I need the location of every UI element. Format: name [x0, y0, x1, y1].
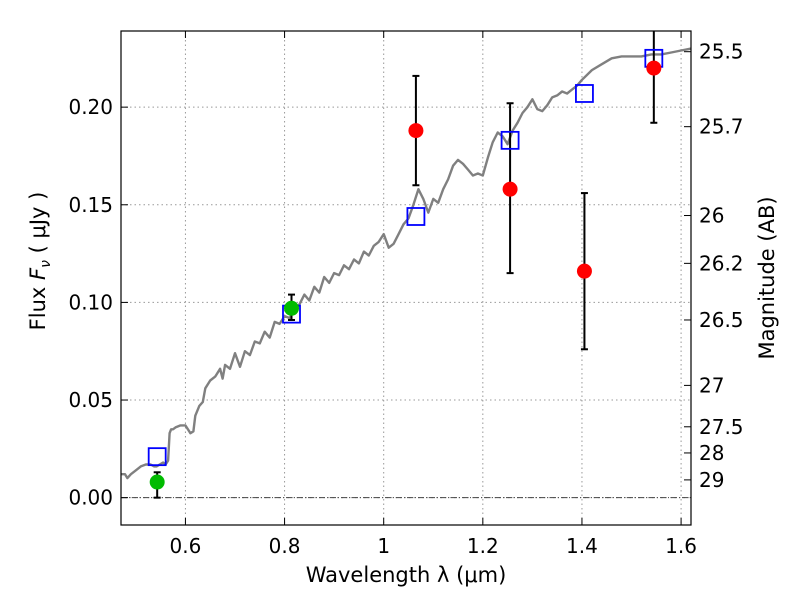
model-photometry-square [575, 84, 594, 103]
y-axis-label: Flux Fν ( μJy ) [26, 192, 54, 331]
plot-frame [120, 30, 692, 526]
x-tick-label: 1.6 [665, 534, 697, 558]
y2-tick-label: 26.5 [699, 308, 744, 332]
x-tick-label: 1 [377, 534, 390, 558]
data-point-layer [149, 60, 662, 490]
y-axis-label-suffix: ( μJy ) [26, 192, 50, 260]
y-tick-label: 0.00 [68, 486, 113, 510]
y-tick-label: 0.15 [68, 193, 113, 217]
y2-tick-label: 26.2 [699, 251, 744, 275]
model-photometry-square [147, 447, 167, 467]
y2-tick-label: 28 [699, 441, 724, 465]
y2-tick-label: 25.7 [699, 115, 744, 139]
model-photometry-square [500, 130, 520, 150]
y-axis-ticks: 0.00 0.05 0.10 0.15 0.20 [68, 95, 128, 510]
sed-model-line [121, 47, 691, 480]
x-tick-label: 1.2 [467, 534, 499, 558]
y2-tick-label: 26 [699, 204, 724, 228]
model-photometry-square [406, 207, 426, 226]
x-axis-label: Wavelength λ (μm) [306, 563, 507, 587]
x-axis-ticks: 0.6 0.8 1 1.2 1.4 1.6 [170, 31, 697, 558]
y-axis-label-symbol: F [26, 267, 50, 280]
y2-tick-label: 27 [699, 373, 724, 397]
low-sn-detection-point [284, 300, 300, 316]
y2-tick-label: 25.5 [699, 40, 744, 64]
y-axis-label-prefix: Flux [26, 280, 50, 330]
y-tick-label: 0.10 [68, 290, 113, 314]
detection-point [502, 181, 518, 197]
y-axis-label-subscript: ν [38, 260, 54, 268]
detection-point [646, 60, 662, 76]
x-tick-label: 1.4 [566, 534, 598, 558]
detection-point [576, 263, 592, 279]
y2-axis-ticks: 25.5 25.7 26 26.2 26.5 27 27.528 29 [684, 40, 744, 492]
grid [121, 31, 691, 525]
y2-tick-label: 29 [699, 468, 724, 492]
y-tick-label: 0.20 [68, 95, 113, 119]
x-tick-label: 0.8 [269, 534, 301, 558]
low-sn-detection-point [149, 474, 165, 490]
y2-axis-label: Magnitude (AB) [755, 196, 779, 359]
y-tick-label: 0.05 [68, 388, 113, 412]
x-tick-label: 0.6 [170, 534, 202, 558]
detection-point [408, 123, 424, 139]
model-photometry-layer [147, 48, 664, 467]
y2-tick-label: 27.5 [699, 415, 744, 439]
model-layer [121, 47, 691, 480]
